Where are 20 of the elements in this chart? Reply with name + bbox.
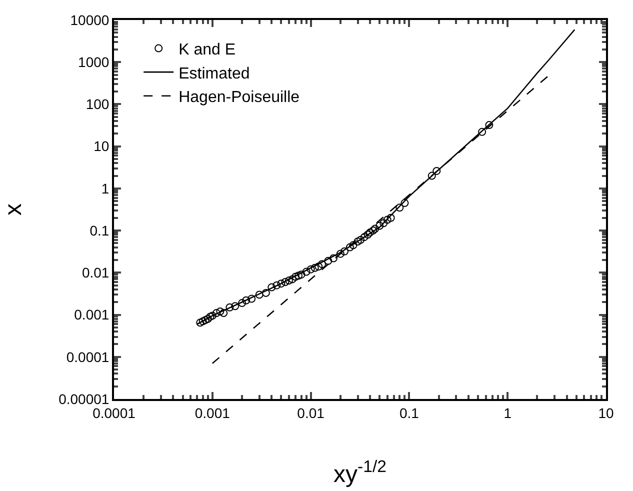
y-tick-label: 1000 <box>78 54 110 70</box>
legend-label: Estimated <box>178 65 250 82</box>
y-tick-label: 0.0001 <box>66 348 110 365</box>
y-tick-label: 0.01 <box>82 264 110 281</box>
x-tick-label: 0.01 <box>297 404 325 421</box>
x-tick-label: 1 <box>504 404 512 421</box>
y-tick-label: 10000 <box>70 12 110 28</box>
y-tick-label: 0.001 <box>74 306 110 323</box>
y-tick-label: 0.00001 <box>58 390 110 407</box>
y-tick-label: 10 <box>94 138 110 154</box>
x-tick-label: 0.001 <box>194 404 230 421</box>
y-tick-label: 0.1 <box>90 222 110 238</box>
y-axis-title: x <box>0 204 28 216</box>
y-tick-label: 1 <box>101 180 110 196</box>
x-tick-label: 0.1 <box>399 404 420 421</box>
legend-label: Hagen-Poiseuille <box>178 89 300 106</box>
x-axis-title: xy$^{-1/2}$ <box>334 456 386 488</box>
legend-label: K and E <box>178 42 236 59</box>
x-tick-label: 10 <box>598 404 614 421</box>
y-tick-label: 100 <box>86 96 110 112</box>
